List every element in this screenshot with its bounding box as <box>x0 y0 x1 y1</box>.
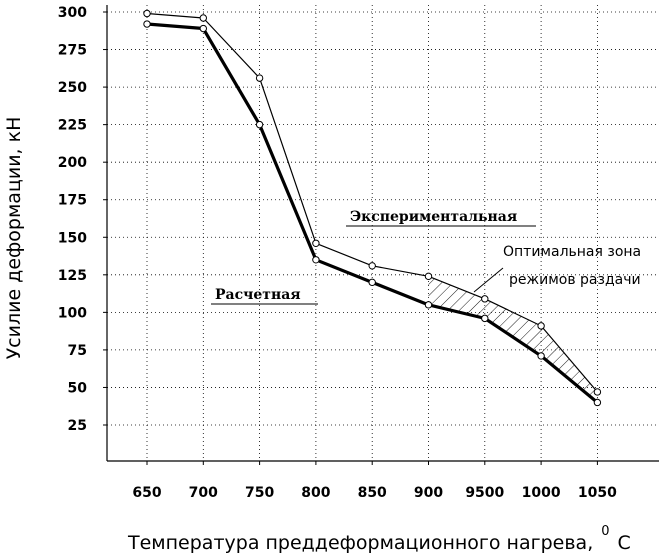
data-point-calculated <box>593 398 602 407</box>
data-point-experimental <box>424 272 433 281</box>
y-tick-label: 300 <box>58 5 87 21</box>
x-tick-label: 800 <box>301 485 330 501</box>
x-tick-label: 700 <box>189 485 218 501</box>
x-tick-label: 900 <box>414 485 443 501</box>
axes <box>103 5 659 465</box>
data-point-calculated <box>143 20 151 28</box>
grid <box>107 5 659 461</box>
data-point-calculated <box>255 120 264 129</box>
x-tick-label: 650 <box>132 485 161 501</box>
data-point-experimental <box>312 239 320 247</box>
series <box>143 9 602 407</box>
x-tick-label: 9500 <box>465 485 504 501</box>
x-axis-title-text: Температура преддеформационного нагрева, <box>127 532 593 554</box>
data-point-calculated <box>424 301 433 309</box>
y-tick-label: 200 <box>58 155 87 171</box>
y-tick-label: 275 <box>58 43 87 59</box>
y-tick-label: 25 <box>68 418 87 434</box>
x-tick-label: 750 <box>245 485 274 501</box>
data-point-calculated <box>368 278 376 287</box>
data-point-experimental <box>368 262 376 270</box>
x-axis-title: Температура преддеформационного нагрева,… <box>127 524 631 554</box>
x-tick-label: 1000 <box>522 485 561 501</box>
annotation-zone-line1: Оптимальная зона <box>503 244 641 260</box>
zone-leader-line <box>473 267 504 293</box>
x-axis-title-unit: С <box>618 532 631 554</box>
data-point-calculated <box>537 352 545 360</box>
y-tick-label: 50 <box>68 380 88 396</box>
data-point-experimental <box>537 322 545 330</box>
data-point-experimental <box>143 9 151 18</box>
y-tick-label: 125 <box>58 268 87 284</box>
annotation-zone-line2: режимов раздачи <box>509 272 641 288</box>
tick-labels: 25 50 75 100 125 150 175 200 225 250 275 300 650 700 7… <box>58 5 617 501</box>
data-point-calculated <box>199 24 208 33</box>
data-point-experimental <box>593 388 602 396</box>
x-axis-title-unit-sup: 0 <box>601 524 609 539</box>
y-tick-label: 175 <box>58 193 87 209</box>
y-tick-label: 225 <box>58 118 87 134</box>
annotation-calculated: Расчетная <box>215 287 301 303</box>
y-tick-label: 75 <box>68 343 87 359</box>
data-point-experimental <box>199 14 208 22</box>
y-tick-label: 250 <box>58 80 87 96</box>
y-tick-label: 150 <box>58 230 87 246</box>
optimal-zone-area <box>428 276 598 403</box>
data-point-experimental <box>481 295 489 303</box>
x-tick-label: 1050 <box>578 485 617 501</box>
data-point-experimental <box>255 74 264 82</box>
data-point-calculated <box>481 314 489 323</box>
x-tick-label: 850 <box>358 485 387 501</box>
data-point-calculated <box>312 256 320 264</box>
annotation-experimental: Экспериментальная <box>350 209 517 225</box>
optimal-zone-hatch <box>428 267 598 403</box>
y-tick-label: 100 <box>58 305 87 321</box>
y-axis-title: Усилие деформации, кН <box>3 117 25 360</box>
